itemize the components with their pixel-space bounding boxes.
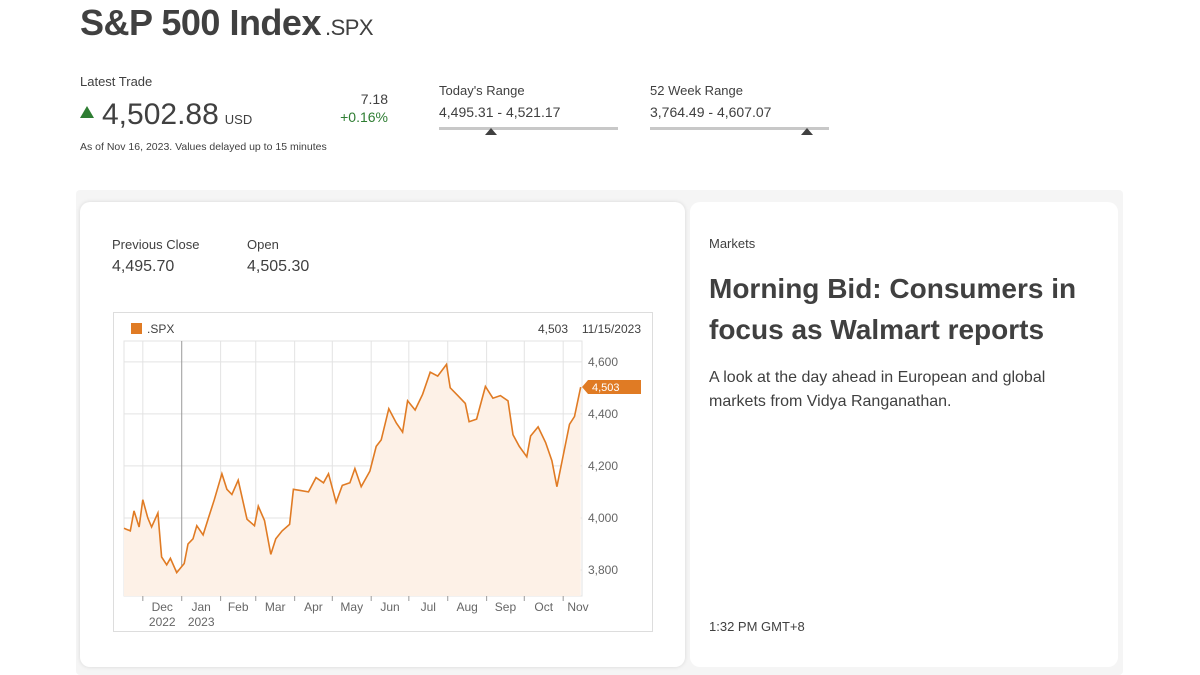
legend-swatch	[131, 323, 142, 334]
52-week-range-label: 52 Week Range	[650, 83, 743, 98]
last-value-tag-text: 4,503	[592, 382, 620, 394]
x-tick-label: Mar	[265, 600, 286, 614]
52-week-range-marker-icon	[801, 128, 813, 135]
y-tick-label: 4,600	[588, 355, 618, 369]
52-week-range-value: 3,764.49 - 4,607.07	[650, 104, 772, 120]
index-name: S&P 500 Index	[80, 2, 321, 43]
last-price: 4,502.88	[102, 98, 219, 131]
as-of-note: As of Nov 16, 2023. Values delayed up to…	[80, 141, 327, 153]
y-tick-label: 4,000	[588, 511, 618, 525]
page-title: S&P 500 Index .SPX	[80, 2, 374, 44]
52-week-range-bar	[650, 127, 829, 130]
currency-label: USD	[224, 112, 253, 127]
x-tick-label: Feb	[228, 600, 249, 614]
y-tick-label: 4,400	[588, 407, 618, 421]
last-value-tag: 4,503	[582, 380, 641, 395]
news-card[interactable]	[690, 202, 1118, 667]
news-headline[interactable]: Morning Bid: Consumers in focus as Walma…	[709, 273, 1077, 345]
x-tick-label: Aug	[457, 600, 478, 614]
previous-close-value: 4,495.70	[112, 258, 175, 275]
todays-range-value: 4,495.31 - 4,521.17	[439, 104, 561, 120]
x-tick-label: Jul	[421, 600, 436, 614]
price-change-percent: +0.16%	[340, 109, 388, 125]
x-tick-label: Jun	[380, 600, 399, 614]
x-tick-year-label: 2023	[188, 615, 215, 629]
x-tick-label: May	[340, 600, 363, 614]
series-line-spx	[123, 362, 582, 575]
todays-range-label: Today's Range	[439, 83, 525, 98]
news-category[interactable]: Markets	[709, 236, 756, 251]
price-change: 7.18	[360, 91, 388, 107]
todays-range-bar	[439, 127, 618, 130]
x-tick-label: Oct	[534, 600, 553, 614]
last-date-label: 11/15/2023	[582, 322, 641, 336]
latest-trade-label: Latest Trade	[80, 74, 153, 89]
last-value-tag-shape	[582, 380, 641, 395]
area-fill	[124, 364, 581, 596]
x-tick-label: Dec	[152, 600, 173, 614]
news-summary: A look at the day ahead in European and …	[709, 369, 1046, 410]
x-tick-label: Apr	[304, 600, 323, 614]
open-label: Open	[247, 237, 279, 252]
legend-label: .SPX	[147, 322, 174, 336]
x-tick-label: Sep	[495, 600, 517, 614]
open-value: 4,505.30	[247, 258, 310, 275]
price-chart-frame[interactable]: 3,800 4,000 4,200 4,400 4,600 Dec 2022 Jan 2023 F…	[113, 312, 653, 632]
news-timestamp: 1:32 PM GMT+8	[709, 619, 805, 634]
x-tick-label: Nov	[567, 600, 588, 614]
x-tick-year-label: 2022	[149, 615, 176, 629]
up-arrow-icon	[80, 106, 94, 118]
ticker-symbol: .SPX	[324, 15, 374, 40]
x-tick-label: Jan	[191, 600, 210, 614]
previous-close-label: Previous Close	[112, 237, 200, 252]
price-row: 4,502.88 USD	[80, 98, 252, 132]
todays-range-marker-icon	[485, 128, 497, 135]
y-tick-label: 3,800	[588, 563, 618, 577]
y-tick-label: 4,200	[588, 459, 618, 473]
last-value-label: 4,503	[538, 322, 568, 336]
